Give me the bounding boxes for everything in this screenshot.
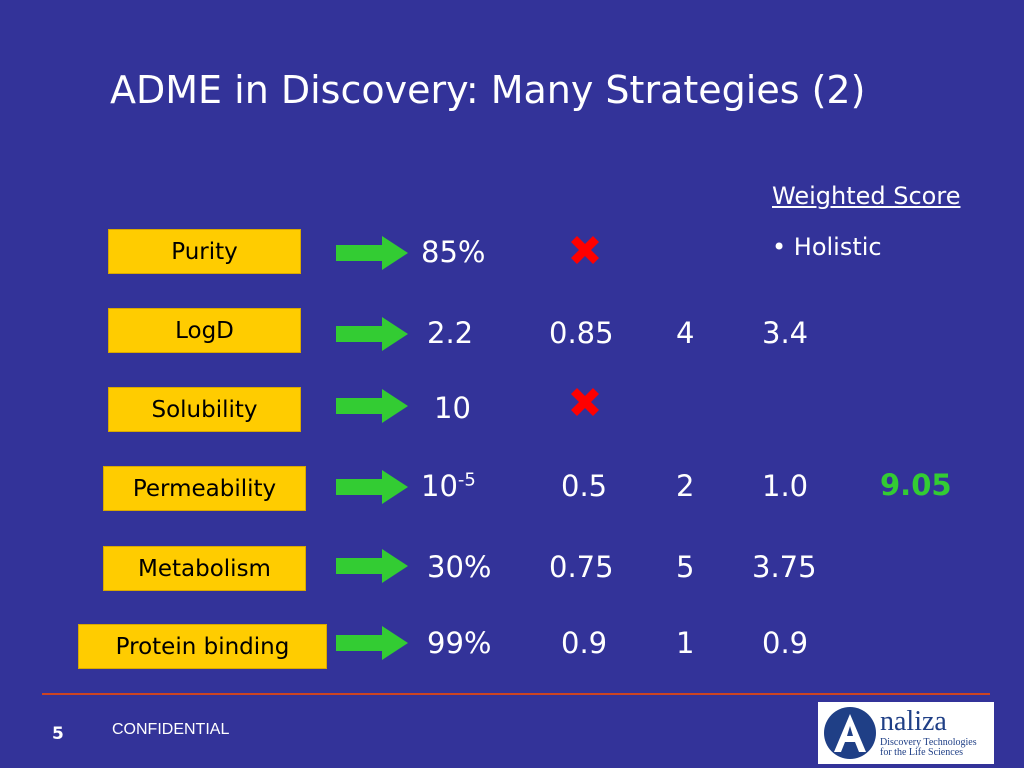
weight-metabolism: 0.75 [549, 550, 614, 584]
product-metabolism: 3.75 [752, 550, 817, 584]
right-arrow-icon [336, 317, 408, 351]
value-metabolism: 30% [427, 550, 492, 584]
red-x-icon [571, 236, 599, 264]
confidential-label: CONFIDENTIAL [112, 721, 230, 738]
label-metabolism: Metabolism [103, 546, 306, 591]
value-permeability-base: 10 [421, 469, 458, 503]
rank-metabolism: 5 [676, 550, 695, 584]
value-logd: 2.2 [427, 316, 474, 350]
right-arrow-icon [336, 470, 408, 504]
holistic-bullet: • Holistic [772, 233, 882, 261]
logo-tagline-line-2: for the Life Sciences [880, 747, 964, 758]
label-protein-binding: Protein binding [78, 624, 327, 669]
company-logo: naliza Discovery Technologies for the Li… [818, 702, 994, 764]
product-permeability: 1.0 [762, 469, 809, 503]
weight-permeability: 0.5 [561, 469, 608, 503]
red-x-icon [571, 388, 599, 416]
value-purity: 85% [421, 235, 486, 269]
rank-logd: 4 [676, 316, 695, 350]
analiza-logo-icon [824, 707, 876, 759]
footer-divider [42, 693, 990, 695]
page-number: 5 [52, 724, 64, 744]
total-weighted-score: 9.05 [880, 468, 952, 502]
right-arrow-icon [336, 236, 408, 270]
logo-brand-text: naliza [880, 706, 947, 737]
label-permeability: Permeability [103, 466, 306, 511]
product-logd: 3.4 [762, 316, 809, 350]
rank-permeability: 2 [676, 469, 695, 503]
slide-title: ADME in Discovery: Many Strategies (2) [110, 68, 866, 112]
label-logd: LogD [108, 308, 301, 353]
rank-protein-binding: 1 [676, 626, 695, 660]
value-solubility: 10 [434, 391, 471, 425]
right-arrow-icon [336, 626, 408, 660]
logo-tagline-line-1: Discovery Technologies [880, 737, 977, 748]
weight-logd: 0.85 [549, 316, 614, 350]
weight-protein-binding: 0.9 [561, 626, 608, 660]
logo-tagline: Discovery Technologies for the Life Scie… [880, 738, 977, 758]
label-solubility: Solubility [108, 387, 301, 432]
product-protein-binding: 0.9 [762, 626, 809, 660]
label-purity: Purity [108, 229, 301, 274]
value-permeability-exponent: -5 [457, 469, 476, 491]
weighted-score-heading: Weighted Score [772, 182, 961, 210]
right-arrow-icon [336, 389, 408, 423]
value-permeability: 10-5 [421, 469, 476, 503]
right-arrow-icon [336, 549, 408, 583]
value-protein-binding: 99% [427, 626, 492, 660]
